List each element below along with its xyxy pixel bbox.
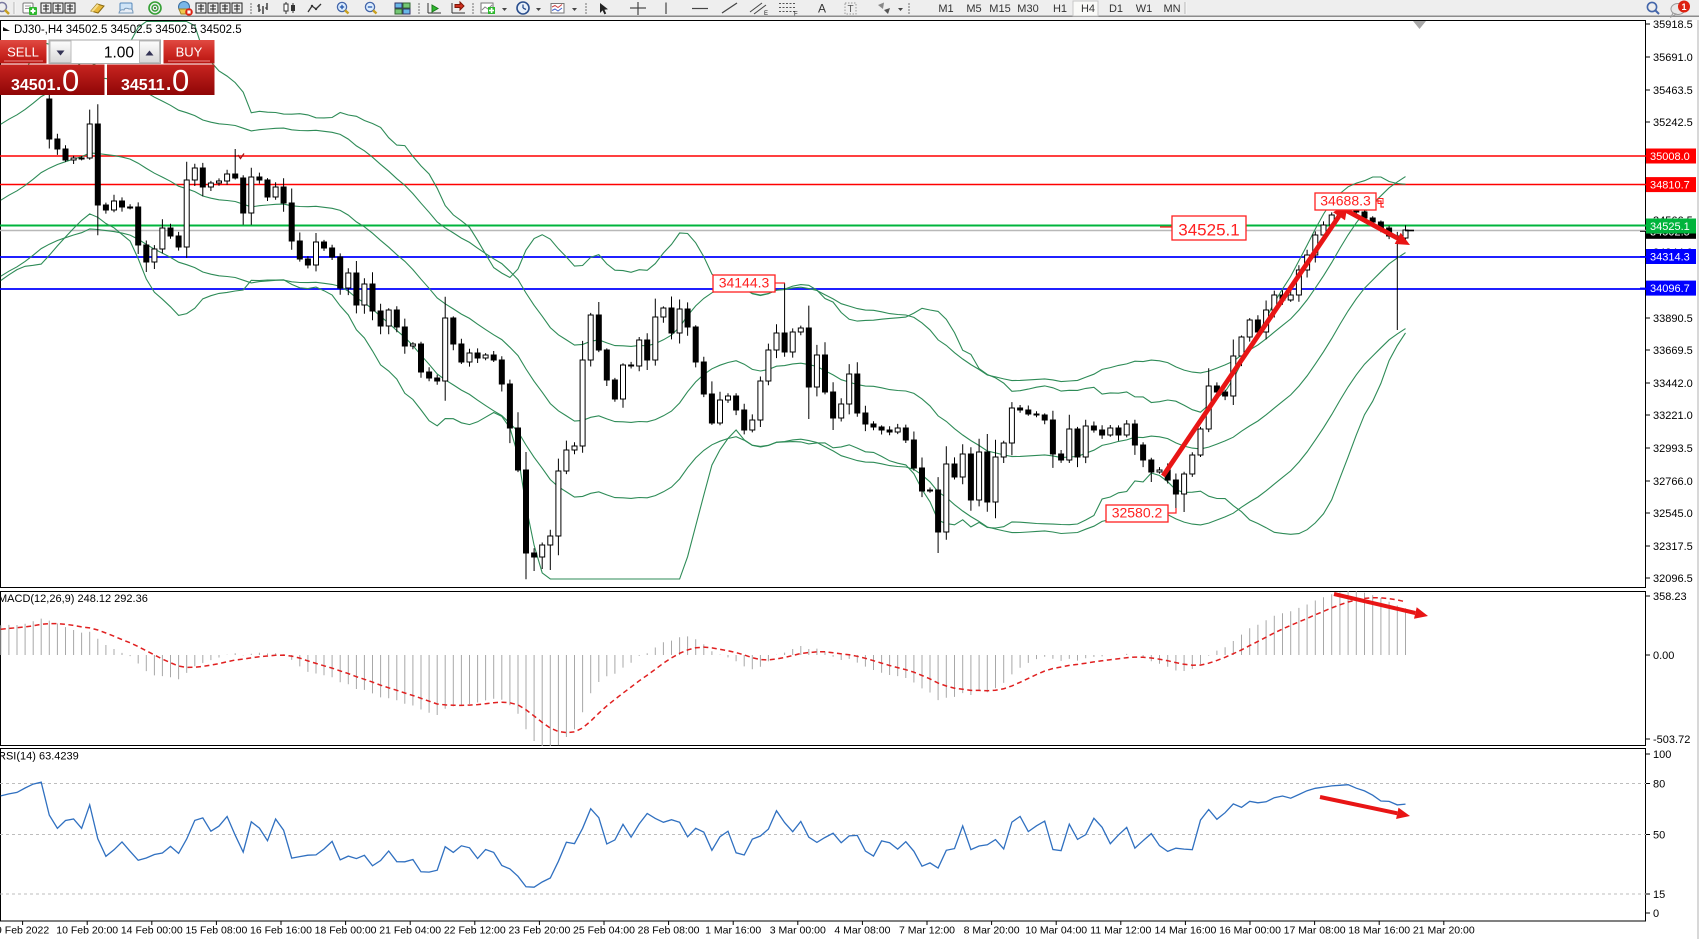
svg-text:E: E: [764, 11, 768, 17]
svg-text:0.00: 0.00: [1653, 650, 1674, 662]
svg-text:8 Mar 20:00: 8 Mar 20:00: [964, 925, 1020, 937]
svg-text:33669.5: 33669.5: [1653, 345, 1693, 357]
svg-text:4 Mar 08:00: 4 Mar 08:00: [834, 925, 890, 937]
svg-text:16 Feb 16:00: 16 Feb 16:00: [250, 925, 312, 937]
svg-text:.: .: [166, 74, 171, 95]
svg-text:32096.5: 32096.5: [1653, 573, 1693, 585]
svg-text:32545.0: 32545.0: [1653, 508, 1693, 520]
svg-text:34525.1: 34525.1: [1178, 221, 1239, 240]
svg-text:BUY: BUY: [176, 45, 203, 60]
svg-text:0: 0: [172, 63, 189, 98]
svg-text:22 Feb 12:00: 22 Feb 12:00: [444, 925, 506, 937]
svg-text:M5: M5: [966, 3, 981, 15]
svg-text:RSI(14) 63.4239: RSI(14) 63.4239: [0, 751, 79, 763]
svg-text:15: 15: [1653, 889, 1665, 901]
svg-text:358.23: 358.23: [1653, 591, 1687, 603]
svg-text:33442.0: 33442.0: [1653, 378, 1693, 390]
svg-text:1: 1: [1681, 2, 1686, 12]
svg-text:28 Feb 08:00: 28 Feb 08:00: [638, 925, 700, 937]
svg-text:9 Feb 2022: 9 Feb 2022: [0, 925, 49, 937]
svg-text:T: T: [848, 4, 854, 15]
svg-text:25 Feb 04:00: 25 Feb 04:00: [573, 925, 635, 937]
svg-text:33890.5: 33890.5: [1653, 313, 1693, 325]
svg-text:21 Feb 04:00: 21 Feb 04:00: [379, 925, 441, 937]
svg-text:M30: M30: [1017, 3, 1038, 15]
svg-text:34525.1: 34525.1: [1650, 221, 1690, 233]
svg-text:34688.3: 34688.3: [1320, 193, 1371, 209]
svg-text:35691.0: 35691.0: [1653, 52, 1693, 64]
svg-text:A: A: [818, 2, 826, 16]
svg-text:-503.72: -503.72: [1653, 734, 1690, 746]
svg-text:32766.0: 32766.0: [1653, 476, 1693, 488]
svg-text:0: 0: [62, 63, 79, 98]
svg-text:0: 0: [1653, 908, 1659, 920]
svg-text:7 Mar 12:00: 7 Mar 12:00: [899, 925, 955, 937]
svg-text:18 Feb 00:00: 18 Feb 00:00: [315, 925, 377, 937]
svg-text:DJ30-,H4 34502.5 34502.5 3450: DJ30-,H4 34502.5 34502.5 34502.5 34502.5: [14, 24, 242, 36]
svg-text:14 Feb 00:00: 14 Feb 00:00: [121, 925, 183, 937]
svg-text:34144.3: 34144.3: [719, 275, 770, 291]
svg-text:18 Mar 16:00: 18 Mar 16:00: [1348, 925, 1410, 937]
svg-text:33221.0: 33221.0: [1653, 410, 1693, 422]
svg-text:32993.5: 32993.5: [1653, 443, 1693, 455]
svg-text:23 Feb 20:00: 23 Feb 20:00: [508, 925, 570, 937]
svg-text:35463.5: 35463.5: [1653, 85, 1693, 97]
svg-text:34096.7: 34096.7: [1650, 283, 1690, 295]
svg-text:80: 80: [1653, 779, 1665, 791]
svg-text:.: .: [56, 74, 61, 95]
svg-text:1 Mar 16:00: 1 Mar 16:00: [705, 925, 761, 937]
svg-text:16 Mar 00:00: 16 Mar 00:00: [1219, 925, 1281, 937]
svg-text:H1: H1: [1053, 3, 1067, 15]
svg-text:50: 50: [1653, 830, 1665, 842]
svg-text:34314.3: 34314.3: [1650, 252, 1690, 264]
svg-text:17 Mar 08:00: 17 Mar 08:00: [1284, 925, 1346, 937]
svg-text:W1: W1: [1136, 3, 1153, 15]
svg-text:15 Feb 08:00: 15 Feb 08:00: [185, 925, 247, 937]
svg-text:100: 100: [1653, 749, 1671, 761]
svg-text:35008.0: 35008.0: [1650, 151, 1690, 163]
svg-text:14 Mar 16:00: 14 Mar 16:00: [1154, 925, 1216, 937]
svg-text:3 Mar 00:00: 3 Mar 00:00: [770, 925, 826, 937]
svg-text:32580.2: 32580.2: [1112, 505, 1163, 521]
svg-text:34511: 34511: [121, 77, 165, 94]
svg-text:M1: M1: [938, 3, 953, 15]
svg-text:10 Mar 04:00: 10 Mar 04:00: [1025, 925, 1087, 937]
svg-text:10 Feb 20:00: 10 Feb 20:00: [56, 925, 118, 937]
svg-text:H4: H4: [1081, 3, 1095, 15]
svg-text:MN: MN: [1163, 3, 1180, 15]
svg-text:34810.7: 34810.7: [1650, 180, 1690, 192]
svg-text:34501: 34501: [11, 77, 56, 94]
svg-text:32317.5: 32317.5: [1653, 541, 1693, 553]
svg-text:21 Mar 20:00: 21 Mar 20:00: [1413, 925, 1475, 937]
svg-text:D1: D1: [1109, 3, 1123, 15]
svg-text:11 Mar 12:00: 11 Mar 12:00: [1090, 925, 1151, 937]
svg-text:1.00: 1.00: [104, 45, 135, 62]
svg-text:MACD(12,26,9) 248.12 292.36: MACD(12,26,9) 248.12 292.36: [0, 593, 148, 605]
svg-text:F: F: [794, 12, 798, 18]
svg-text:35918.5: 35918.5: [1653, 19, 1693, 31]
svg-text:M15: M15: [989, 3, 1010, 15]
svg-text:SELL: SELL: [7, 45, 39, 60]
svg-text:35242.5: 35242.5: [1653, 117, 1693, 129]
